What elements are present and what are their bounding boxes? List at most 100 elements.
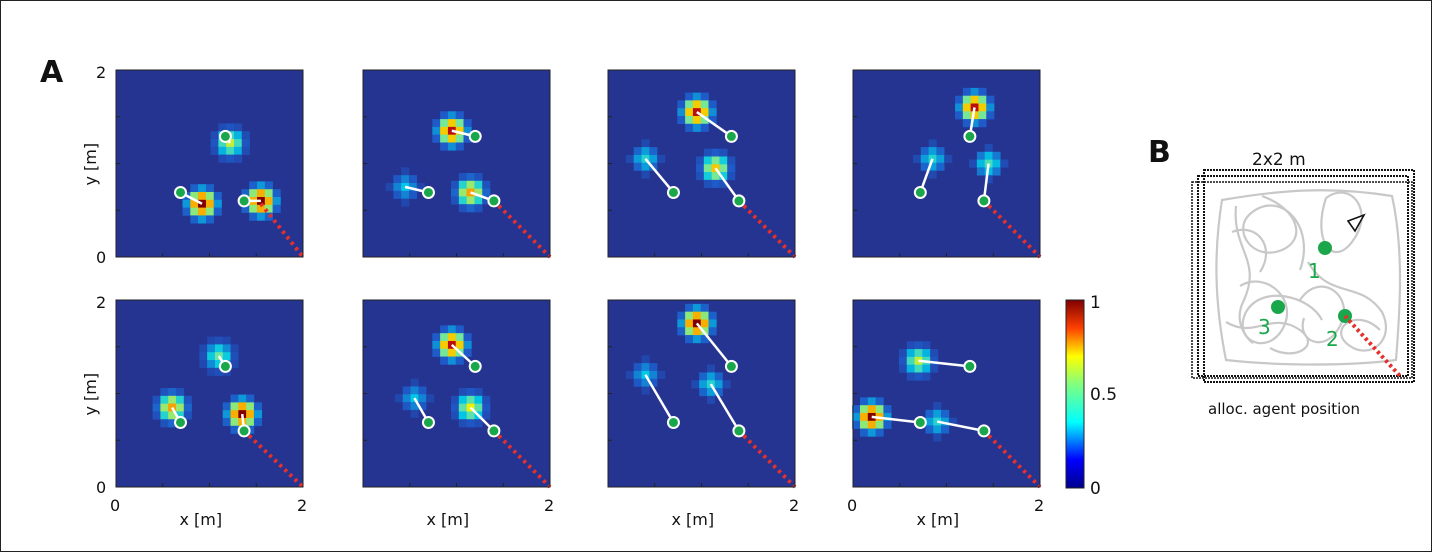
heatmap-cell <box>168 388 177 397</box>
heatmap-cell <box>401 175 410 184</box>
heatmap-cell <box>152 403 161 412</box>
heatmap-cell <box>928 162 937 171</box>
heatmap-cell <box>199 352 208 361</box>
heatmap-cell <box>207 367 216 376</box>
heatmap-cell <box>727 156 736 165</box>
heatmap-cell <box>432 340 441 350</box>
heatmap-cell <box>685 327 694 336</box>
heatmap-cell <box>898 364 908 373</box>
heatmap-cell <box>992 151 1001 160</box>
heatmap-cell <box>458 395 467 404</box>
heatmap-cell <box>198 199 207 208</box>
heatmap-cell <box>451 395 460 404</box>
heatmap-cell <box>925 417 934 426</box>
heatmap-cell <box>458 388 467 397</box>
heatmap-cell <box>941 409 950 418</box>
heatmap-cell <box>183 403 192 412</box>
heatmap-cell <box>633 147 642 156</box>
heatmap-cell <box>447 348 457 357</box>
heatmap-cell <box>706 395 716 404</box>
heatmap-cell <box>440 134 449 143</box>
heatmap-cell <box>246 410 255 419</box>
heatmap-cell <box>394 394 404 403</box>
heatmap-cell <box>649 363 658 372</box>
estimate-line <box>871 415 921 424</box>
heatmap-cell <box>976 167 985 176</box>
heatmap-cell <box>408 175 418 184</box>
heatmap-cell <box>264 189 273 198</box>
heatmap-cell <box>860 405 869 414</box>
heatmap-cell <box>925 409 934 418</box>
heatmap-cell <box>962 87 971 96</box>
landmark-marker <box>421 185 435 199</box>
heatmap-cell <box>458 180 467 189</box>
heatmap-cell <box>875 428 884 437</box>
heatmap-cell <box>685 115 694 125</box>
heatmap-cell <box>700 335 709 344</box>
landmark-marker <box>174 415 188 429</box>
heatmap-cell <box>685 303 694 312</box>
heatmap-cell <box>933 425 942 434</box>
heatmap-cell <box>463 134 472 143</box>
heatmap-cell <box>691 380 700 389</box>
heatmap-cell <box>463 126 472 135</box>
heatmap-cell <box>641 170 650 179</box>
heatmap-cell <box>930 364 939 373</box>
heatmap-cell <box>447 111 457 120</box>
heatmap-cell <box>719 148 728 157</box>
heatmap-cell <box>700 123 709 132</box>
heatmap-cell <box>401 190 410 199</box>
heatmap-cell <box>633 162 642 171</box>
x-axis-label: x [m] <box>427 510 470 529</box>
agent-direction-line <box>259 202 305 259</box>
heatmap-cell <box>226 154 235 163</box>
heatmap-cell <box>222 352 231 361</box>
heatmap-cell <box>936 147 945 156</box>
heatmap-cell <box>410 386 419 395</box>
heatmap-cell <box>257 204 266 213</box>
colorbar-gradient <box>1065 299 1085 489</box>
heatmap-cell <box>210 131 219 140</box>
heatmap-cell <box>1000 159 1009 168</box>
heatmap-background <box>116 70 303 257</box>
heatmap-cell <box>708 100 717 109</box>
heatmap-cell <box>706 388 716 397</box>
heatmap-cell <box>458 188 467 197</box>
heatmap-cell <box>906 349 915 358</box>
heatmap-cell <box>272 197 281 206</box>
estimate-line <box>918 359 971 368</box>
heatmap-cell <box>455 356 464 365</box>
heatmap-cell <box>257 181 266 190</box>
landmark-marker <box>421 415 435 429</box>
heatmap-cell <box>875 405 884 414</box>
heatmap-cell <box>933 433 942 442</box>
heatmap-cell <box>708 108 717 117</box>
estimate-line <box>695 322 733 368</box>
agent-heading-arrow-icon <box>1346 213 1366 233</box>
heatmap-cell <box>246 394 255 403</box>
heatmap-cell <box>205 199 215 208</box>
heatmap-cell <box>418 394 427 403</box>
heatmap-cell <box>703 148 712 157</box>
heatmap-cell <box>711 156 720 165</box>
heatmap-cell <box>249 212 258 221</box>
heatmap-cell <box>714 380 723 389</box>
heatmap-blob <box>152 388 192 428</box>
heatmap-cell <box>226 139 235 148</box>
heatmap-cell <box>214 367 224 376</box>
heatmap-cell <box>249 189 258 198</box>
landmark-marker <box>666 415 680 429</box>
heatmap-cell <box>970 119 979 128</box>
heatmap-cell <box>703 164 712 173</box>
landmark-marker <box>724 129 738 143</box>
heatmap-cell <box>463 348 472 357</box>
heatmap-cell <box>447 119 457 128</box>
heatmap-cell <box>466 411 475 420</box>
heatmap-cell <box>685 311 694 320</box>
heatmap-cell <box>955 111 964 120</box>
y-axis-label: y [m] <box>81 373 100 416</box>
heatmap-cell <box>410 409 419 418</box>
heatmap-cell <box>700 311 709 320</box>
heatmap-cell <box>230 360 239 369</box>
